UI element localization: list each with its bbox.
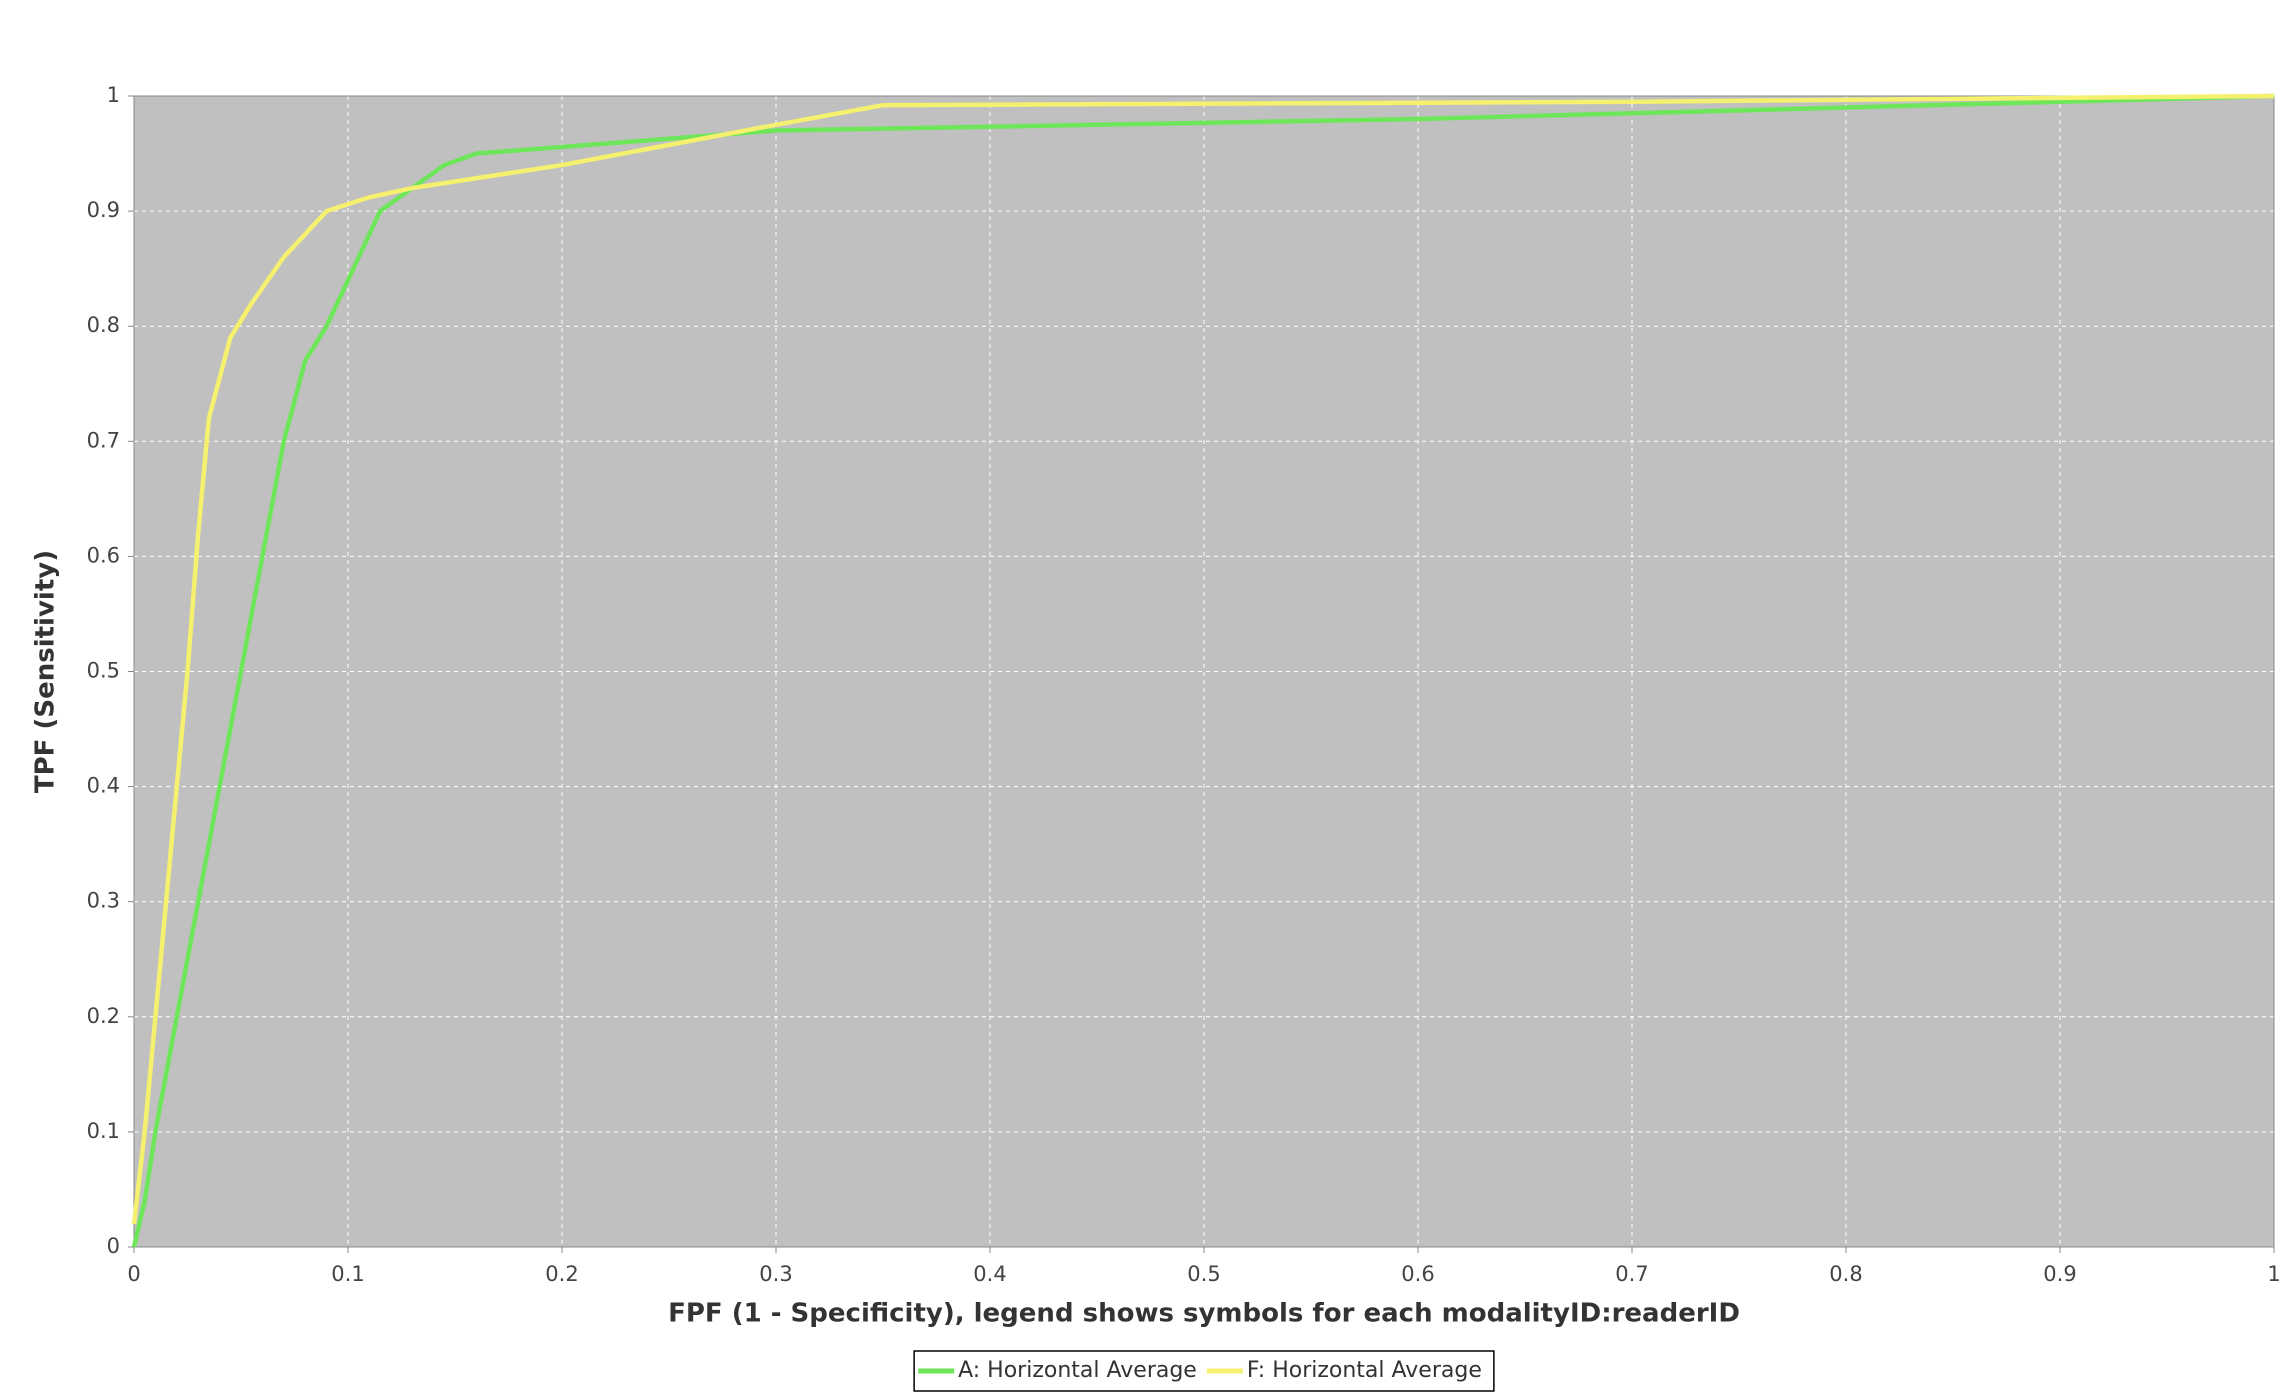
y-tick-label: 0.5 bbox=[87, 659, 120, 683]
x-tick-label: 0.6 bbox=[1401, 1262, 1434, 1286]
legend-box bbox=[913, 1350, 1495, 1392]
x-tick-label: 0.3 bbox=[759, 1262, 792, 1286]
y-tick-label: 0.3 bbox=[87, 889, 120, 913]
x-tick-label: 0 bbox=[127, 1262, 140, 1286]
y-tick-label: 0.4 bbox=[87, 774, 120, 798]
x-tick-label: 0.2 bbox=[545, 1262, 578, 1286]
x-tick-label: 0.9 bbox=[2043, 1262, 2076, 1286]
legend-text: F: Horizontal Average bbox=[1247, 1358, 1482, 1383]
y-tick-label: 0.8 bbox=[87, 313, 120, 337]
y-tick-label: 0.6 bbox=[87, 543, 120, 567]
y-tick-label: 1 bbox=[107, 83, 120, 107]
x-axis-title: FPF (1 - Specificity), legend shows symb… bbox=[668, 1299, 1740, 1329]
x-tick-label: 0.4 bbox=[973, 1262, 1006, 1286]
y-tick-label: 0 bbox=[107, 1234, 120, 1258]
y-tick-label: 0.9 bbox=[87, 198, 120, 222]
legend-text: A: Horizontal Average bbox=[958, 1358, 1197, 1383]
x-tick-label: 0.8 bbox=[1829, 1262, 1862, 1286]
y-tick-label: 0.2 bbox=[87, 1004, 120, 1028]
plot-area bbox=[134, 96, 2274, 1247]
y-tick-label: 0.1 bbox=[87, 1119, 120, 1143]
y-axis-title: TPF (Sensitivity) bbox=[31, 550, 61, 793]
y-tick-label: 0.7 bbox=[87, 428, 120, 452]
x-tick-label: 1 bbox=[2267, 1262, 2280, 1286]
x-tick-label: 0.5 bbox=[1187, 1262, 1220, 1286]
x-tick-label: 0.1 bbox=[331, 1262, 364, 1286]
plot-border bbox=[133, 95, 2275, 1248]
series-line bbox=[131, 93, 2275, 1225]
legend: A: Horizontal Average F: Horizontal Avera… bbox=[913, 1350, 1495, 1392]
x-tick-label: 0.7 bbox=[1615, 1262, 1648, 1286]
